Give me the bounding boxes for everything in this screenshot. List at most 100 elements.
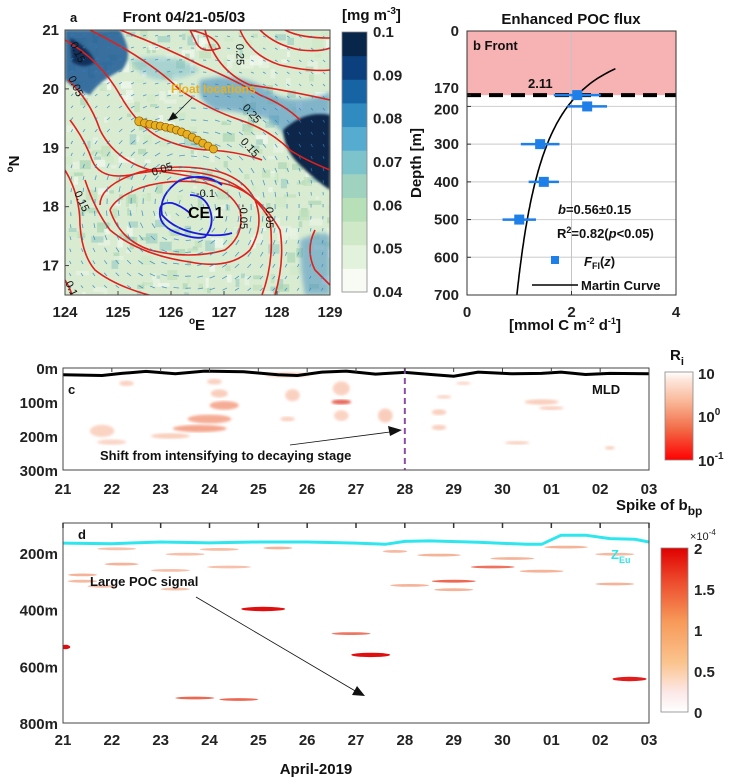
colorbar-segment xyxy=(342,79,367,104)
current-vector xyxy=(261,227,264,234)
chl-pixel xyxy=(217,189,230,200)
chl-pixel xyxy=(327,217,330,224)
panel-a-ticks: 124 125 126 127 128 129 17 18 19 20 21 xyxy=(42,22,342,321)
chl-pixel xyxy=(266,203,271,208)
current-vector xyxy=(198,227,204,232)
current-vector xyxy=(154,106,160,109)
chl-pixel xyxy=(79,160,91,170)
chl-pixel xyxy=(182,283,188,290)
current-vector xyxy=(116,234,120,241)
current-vector xyxy=(118,82,122,85)
current-vector xyxy=(166,187,171,193)
current-vector xyxy=(262,107,267,111)
current-vector xyxy=(274,83,278,87)
current-vector xyxy=(130,46,135,49)
ri-colorbar-tick: 100 xyxy=(698,407,721,426)
current-vector xyxy=(262,71,266,74)
chl-pixel xyxy=(129,202,136,214)
current-vector xyxy=(262,143,267,148)
bbp-spike xyxy=(104,562,139,566)
contour-line xyxy=(259,30,330,52)
x-tick-label: 25 xyxy=(250,732,267,749)
bbp-spike xyxy=(490,557,535,560)
chl-pixel xyxy=(277,284,290,292)
chl-pixel xyxy=(212,36,219,43)
current-vector xyxy=(259,287,264,291)
chl-pixel xyxy=(99,83,107,91)
y-tick-label: 200 xyxy=(434,101,459,118)
panel-c-ticks: 21 22 23 24 25 26 27 28 29 30 01 02 03 0m 100m 200m 300m xyxy=(20,361,658,498)
current-vector xyxy=(322,119,325,123)
current-vector xyxy=(209,287,216,291)
current-vector xyxy=(322,47,326,51)
current-vector xyxy=(142,34,147,37)
current-vector xyxy=(178,199,181,205)
chl-pixel xyxy=(126,175,133,180)
chl-pixel xyxy=(315,196,319,200)
current-vector xyxy=(173,274,180,277)
chl-pixel xyxy=(309,74,314,82)
current-vector xyxy=(209,263,216,267)
current-vector xyxy=(226,167,232,173)
chl-pixel xyxy=(115,201,121,206)
chl-pixel xyxy=(270,173,277,181)
current-vector xyxy=(161,236,168,241)
current-vector xyxy=(70,57,74,61)
current-vector xyxy=(213,215,216,222)
chl-pixel xyxy=(223,161,228,168)
current-vector xyxy=(106,151,110,157)
current-vector xyxy=(142,46,147,49)
bbp-spike xyxy=(382,550,408,553)
current-vector xyxy=(322,155,325,160)
chl-pixel xyxy=(101,145,111,157)
x-tick-label: 03 xyxy=(641,481,658,498)
panel-b-title: Enhanced POC flux xyxy=(501,11,641,28)
chl-pixel xyxy=(163,170,170,178)
chl-pixel xyxy=(138,148,146,155)
x-tick-label: 23 xyxy=(152,481,169,498)
chl-pixel xyxy=(268,187,273,193)
ri-patch xyxy=(378,408,393,423)
chl-pixel xyxy=(65,113,72,124)
current-vector xyxy=(82,175,85,181)
chl-pixel xyxy=(315,91,327,97)
current-vector xyxy=(274,167,278,173)
chl-pixel xyxy=(146,94,156,102)
chl-pixel xyxy=(194,151,198,160)
current-vector xyxy=(310,35,314,39)
chl-pixel xyxy=(258,219,268,224)
y-tick-label: 0 xyxy=(451,23,459,40)
chl-pixel xyxy=(159,137,170,147)
chl-pixel xyxy=(189,171,200,176)
current-vector xyxy=(250,71,254,74)
chl-pixel xyxy=(249,122,262,132)
chl-pixel xyxy=(73,176,79,185)
chl-pixel xyxy=(111,165,117,169)
current-vector xyxy=(214,131,221,135)
ri-patch xyxy=(97,439,127,445)
x-tick-label: 129 xyxy=(317,304,342,321)
y-tick-label: 200m xyxy=(20,429,58,446)
chl-pixel xyxy=(201,39,209,44)
current-vector xyxy=(238,35,243,38)
current-vector xyxy=(70,45,74,49)
current-vector xyxy=(178,119,185,121)
current-vector xyxy=(150,235,156,241)
chl-pixel xyxy=(65,157,73,165)
bbp-spike xyxy=(351,652,391,658)
chl-pixel xyxy=(265,221,273,231)
current-vector xyxy=(214,143,221,147)
current-vector xyxy=(80,272,84,277)
current-vector xyxy=(202,155,209,159)
current-vector xyxy=(310,107,314,111)
current-vector xyxy=(82,140,86,145)
colorbar-segment xyxy=(342,244,367,269)
float-pointer-arrowhead xyxy=(168,112,178,121)
current-vector xyxy=(223,227,228,234)
current-vector xyxy=(202,191,207,196)
chl-pixel xyxy=(92,137,98,144)
colorbar-tick-label: 0.08 xyxy=(373,111,402,128)
current-vector xyxy=(238,155,244,161)
current-vector xyxy=(286,71,290,75)
current-vector xyxy=(214,83,219,86)
